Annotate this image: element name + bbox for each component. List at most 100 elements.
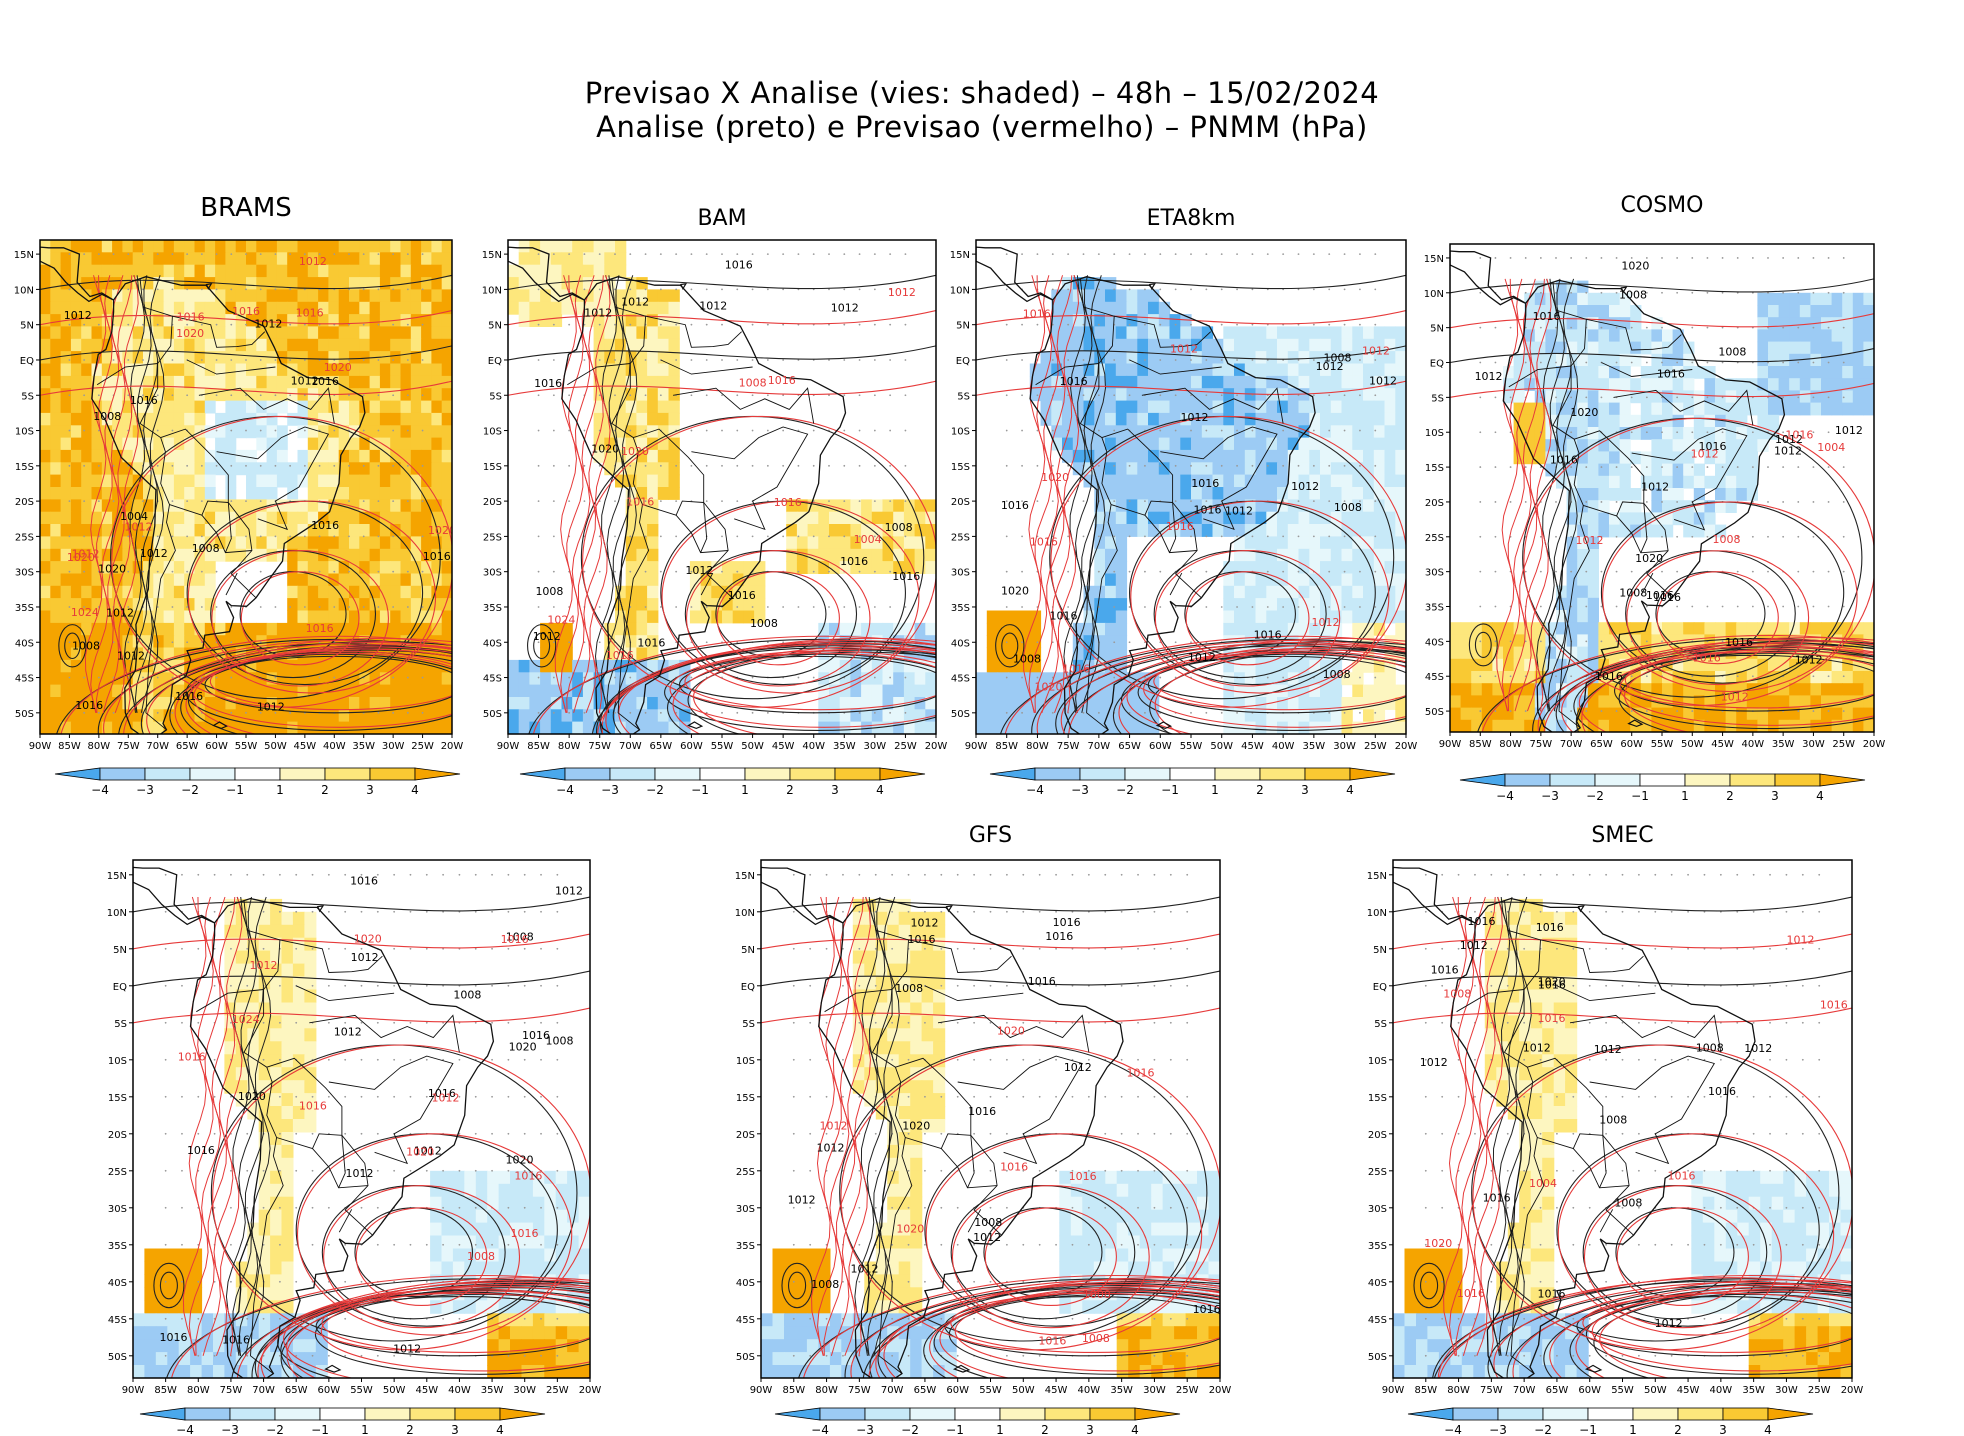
country-borders (1456, 900, 1722, 1374)
analysis-contour-label: 1012 (1188, 651, 1216, 664)
lat-tick-label: 5N (741, 945, 755, 956)
lat-tick-label: 45S (108, 1315, 127, 1326)
lon-tick-label: 50W (383, 1385, 406, 1396)
colorbar-label: 3 (831, 783, 839, 797)
country-borders (96, 278, 335, 731)
colorbar-swatch (229, 1407, 276, 1421)
colorbar-label: 1 (1681, 789, 1689, 803)
analysis-contour-label: 1016 (1483, 1191, 1511, 1204)
lon-tick-label: 40W (323, 741, 346, 752)
lon-tick-label: 90W (497, 741, 520, 752)
lon-tick-label: 75W (220, 1385, 243, 1396)
lon-tick-label: 50W (1681, 739, 1704, 750)
analysis-contour-label: 1016 (1191, 477, 1219, 490)
analysis-contour-label: 1016 (725, 258, 753, 271)
colorbar-swatch (744, 767, 791, 781)
bias-shading (133, 898, 590, 1378)
analysis-contour-label: 1020 (1570, 406, 1598, 419)
lat-tick-label: 5N (113, 945, 127, 956)
analysis-contour-label: 1012 (1225, 505, 1253, 518)
analysis-contour-label: 1012 (788, 1193, 816, 1206)
lon-tick-label: 80W (1447, 1385, 1470, 1396)
analysis-contour-label: 1012 (1594, 1043, 1622, 1056)
colorbar-swatch (1452, 1407, 1499, 1421)
forecast-contour-label: 1016 (299, 1099, 327, 1112)
colorbar-label: 2 (321, 783, 329, 797)
map-frame (975, 239, 1407, 735)
colorbar-swatch (1542, 1407, 1589, 1421)
lon-tick-label: 75W (1530, 739, 1553, 750)
lon-tick-label: 75W (1057, 741, 1080, 752)
bias-shading (761, 898, 1220, 1378)
lat-tick-label: EQ (741, 982, 755, 993)
analysis-contour-label: 1008 (750, 617, 778, 630)
analysis-contour-label: 1008 (811, 1278, 839, 1291)
analysis-isobars (40, 274, 452, 734)
forecast-contour-label: 1012 (820, 1119, 848, 1132)
analysis-contour-label: 1020 (1635, 552, 1663, 565)
analysis-contour-label: 1016 (1468, 915, 1496, 928)
lat-tick-label: 5S (114, 1019, 127, 1030)
colorbar-label: −2 (1534, 1423, 1552, 1436)
colorbar: −4 −3 −2 −1 1 2 3 4 (54, 767, 461, 797)
forecast-contour-label: 1020 (1424, 1237, 1452, 1250)
panel-title-bam: BAM (697, 206, 747, 231)
colorbar-label: −2 (1586, 789, 1604, 803)
analysis-contour-label: 1008 (506, 930, 534, 943)
colorbar-swatch (789, 767, 836, 781)
forecast-isobars (1450, 278, 1874, 732)
forecast-contour-label: 1016 (306, 622, 334, 635)
colorbar-label: −3 (856, 1423, 874, 1436)
analysis-contour-label: 1012 (1475, 370, 1503, 383)
lon-tick-label: 65W (1546, 1385, 1569, 1396)
forecast-contour-label: 1016 (1069, 1170, 1097, 1183)
lon-tick-label: 40W (1710, 1385, 1733, 1396)
analysis-contour-label: 1016 (522, 1029, 550, 1042)
grid-dots (792, 873, 1189, 1357)
forecast-contour-label: 1012 (249, 959, 277, 972)
analysis-contour-label: 1020 (98, 562, 126, 575)
analysis-contour-label: 1012 (1774, 444, 1802, 457)
colorbar-label: 1 (276, 783, 284, 797)
lon-tick-label: 35W (481, 1385, 504, 1396)
analysis-contour-label: 1016 (840, 555, 868, 568)
lat-tick-label: 10S (951, 427, 970, 438)
analysis-contour-label: 1012 (334, 1025, 362, 1038)
forecast-contour-label: 1008 (1082, 1332, 1110, 1345)
lon-tick-label: 50W (741, 741, 764, 752)
analysis-contour-label: 1016 (1028, 975, 1056, 988)
analysis-contour-label: 1016 (311, 519, 339, 532)
forecast-contour-label: 1016 (1538, 1012, 1566, 1025)
forecast-contour-label: 1016 (510, 1227, 538, 1240)
analysis-contour-label: 1016 (1045, 930, 1073, 943)
colorbar-swatch (409, 1407, 456, 1421)
lon-tick-label: 30W (513, 1385, 536, 1396)
colorbar-label: −4 (556, 783, 574, 797)
analysis-contour-label: 1012 (393, 1343, 421, 1356)
colorbar-label: −3 (136, 783, 154, 797)
analysis-contour-label: 1012 (1291, 480, 1319, 493)
lon-tick-label: 65W (1590, 739, 1613, 750)
analysis-contour-label: 1012 (414, 1145, 442, 1158)
analysis-contour-label: 1012 (1064, 1061, 1092, 1074)
analysis-contour-label: 1012 (254, 317, 282, 330)
lat-tick-label: 30S (951, 568, 970, 579)
lon-tick-label: 25W (1808, 1385, 1831, 1396)
analysis-contour-label: 1012 (346, 1167, 374, 1180)
grid-dots (537, 253, 907, 714)
colorbar-label: 2 (406, 1423, 414, 1436)
forecast-contour-label: 1020 (354, 932, 382, 945)
lon-tick-label: 50W (1210, 741, 1233, 752)
bias-shading (1393, 898, 1852, 1378)
lon-tick-label: 50W (1012, 1385, 1035, 1396)
map-content: 1012101610081012101610121016101210161012… (40, 240, 452, 734)
lat-tick-label: 35S (483, 603, 502, 614)
lon-tick-label: 75W (117, 741, 140, 752)
analysis-contour-label: 1016 (130, 394, 158, 407)
analysis-contour-label: 1012 (1744, 1042, 1772, 1055)
colorbar-swatch (324, 767, 371, 781)
lat-tick-label: 20S (483, 497, 502, 508)
colorbar-label: −4 (176, 1423, 194, 1436)
map-content: 1016101210081008101210161012101610161012… (976, 246, 1406, 734)
